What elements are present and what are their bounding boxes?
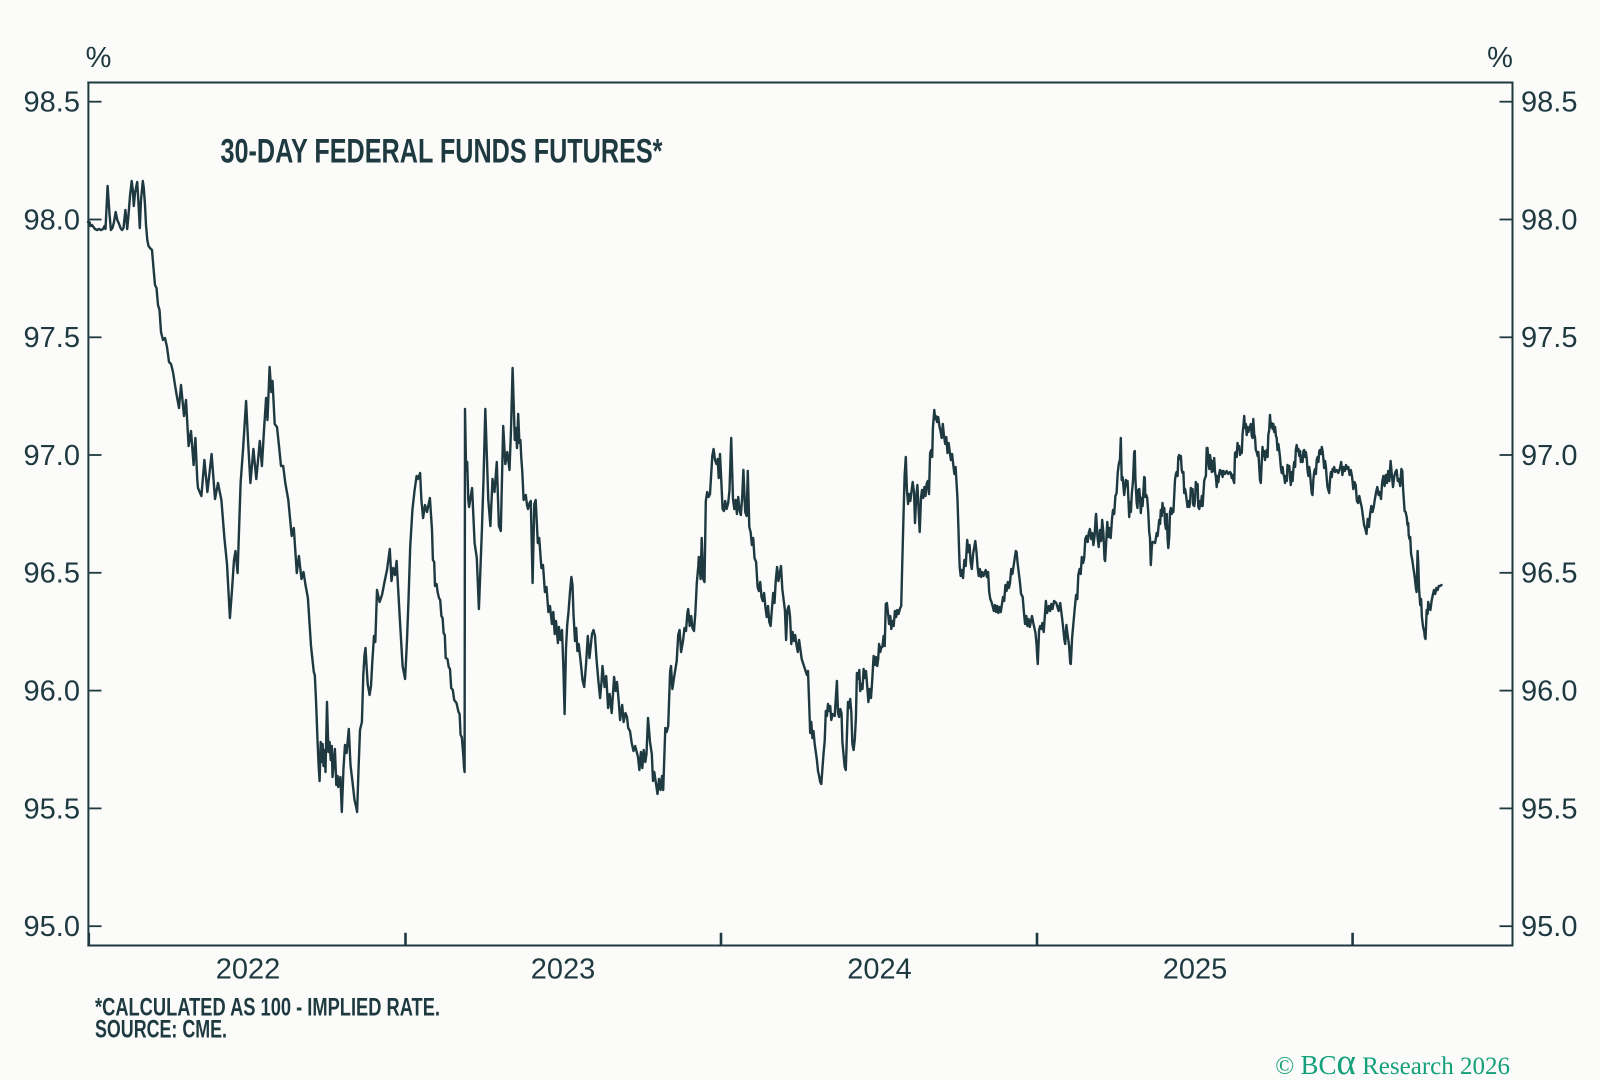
- svg-text:%: %: [86, 42, 112, 74]
- svg-text:98.5: 98.5: [1521, 87, 1577, 119]
- svg-text:95.5: 95.5: [1521, 793, 1577, 825]
- svg-text:95.0: 95.0: [1521, 911, 1577, 943]
- svg-text:SOURCE: CME.: SOURCE: CME.: [95, 1016, 227, 1044]
- svg-text:97.5: 97.5: [1521, 322, 1577, 354]
- svg-text:96.0: 96.0: [1521, 676, 1577, 708]
- svg-text:98.0: 98.0: [1521, 204, 1577, 236]
- svg-text:96.0: 96.0: [24, 676, 80, 708]
- svg-text:97.0: 97.0: [24, 440, 80, 472]
- svg-text:97.5: 97.5: [24, 322, 80, 354]
- svg-text:2022: 2022: [216, 954, 281, 986]
- svg-text:96.5: 96.5: [1521, 558, 1577, 590]
- svg-text:95.0: 95.0: [24, 911, 80, 943]
- svg-text:97.0: 97.0: [1521, 440, 1577, 472]
- svg-text:2025: 2025: [1163, 954, 1228, 986]
- svg-text:30-DAY FEDERAL FUNDS FUTURES*: 30-DAY FEDERAL FUNDS FUTURES*: [221, 133, 664, 171]
- svg-text:98.5: 98.5: [24, 87, 80, 119]
- svg-text:%: %: [1487, 42, 1513, 74]
- svg-text:96.5: 96.5: [24, 558, 80, 590]
- svg-text:98.0: 98.0: [24, 204, 80, 236]
- svg-text:2023: 2023: [531, 954, 596, 986]
- svg-text:*CALCULATED AS 100 - IMPLIED R: *CALCULATED AS 100 - IMPLIED RATE.: [95, 994, 440, 1022]
- svg-text:95.5: 95.5: [24, 793, 80, 825]
- svg-text:2024: 2024: [847, 954, 912, 986]
